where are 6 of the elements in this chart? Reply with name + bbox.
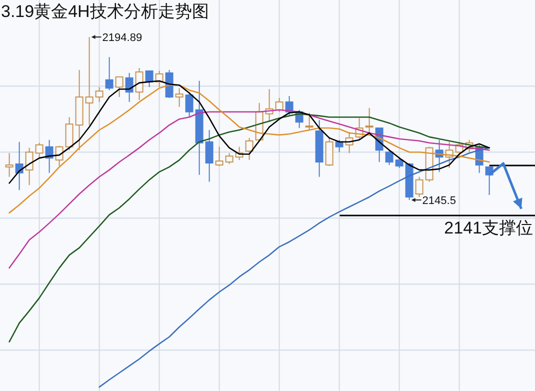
chart-title: 3.19黄金4H技术分析走势图 [1, 2, 209, 21]
annotation: 2194.89 [91, 32, 142, 44]
ref-line-label: 2141支撑位 [444, 218, 533, 238]
annotation: 2145.5 [422, 194, 456, 207]
annotation: 2194.89 [102, 32, 142, 44]
annotation: 2145.5 [411, 194, 456, 207]
